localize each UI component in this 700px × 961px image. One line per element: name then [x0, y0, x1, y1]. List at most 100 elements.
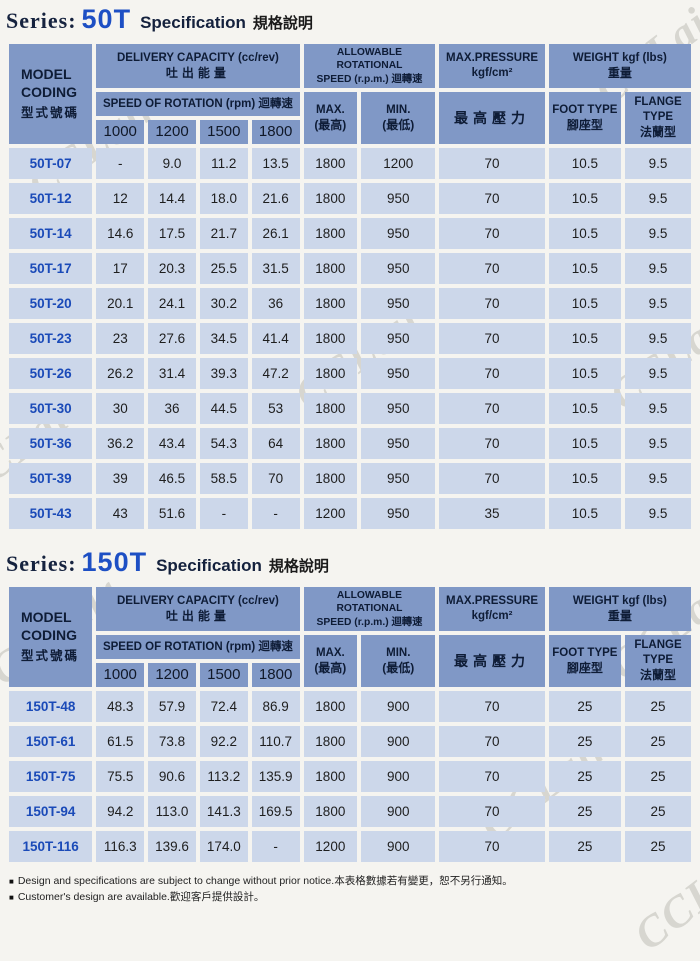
header-speed-1000: 1000	[96, 120, 145, 144]
header-max-pressure-zh: 最高壓力	[439, 635, 545, 687]
header-flange-type: FLANGE TYPE 法蘭型	[625, 92, 691, 144]
value-cell: 44.5	[199, 393, 248, 424]
header-allowable-speed: ALLOWABLE ROTATIONAL SPEED (r.p.m.) 迴轉速	[303, 587, 436, 631]
series-code-50t: 50T	[81, 4, 132, 34]
header-max-zh: (最高)	[314, 660, 347, 675]
value-cell: 9.0	[148, 148, 196, 179]
value-cell: -	[96, 148, 145, 179]
header-max: MAX. (最高)	[303, 635, 358, 687]
header-flange-zh: 法蘭型	[640, 125, 677, 140]
specification-label-zh: 規格說明	[252, 15, 313, 32]
value-cell: 26.1	[251, 218, 300, 249]
value-cell: 70	[439, 726, 545, 757]
value-cell: 141.3	[199, 796, 248, 827]
spec-row: 50T-14 14.6 17.5 21.7 26.1 1800 950 70 10.5 9.5	[9, 218, 691, 249]
value-cell: 86.9	[251, 691, 300, 722]
value-cell: 10.5	[548, 218, 622, 249]
value-cell: 70	[439, 691, 545, 722]
value-cell: 11.2	[199, 148, 248, 179]
series-150t-section: Series: 150T Specification 規格說明 MODEL CO…	[5, 549, 695, 866]
spec-table-150t: MODEL CODING 型式號碼 DELIVERY CAPACITY (cc/…	[5, 583, 695, 866]
value-cell: 900	[361, 726, 436, 757]
header-max-zh: (最高)	[314, 117, 347, 132]
value-cell: 1800	[303, 183, 358, 214]
header-weight: WEIGHT kgf (lbs) 重量	[548, 44, 691, 88]
value-cell: 10.5	[548, 288, 622, 319]
model-code-cell: 150T-116	[9, 831, 93, 862]
value-cell: 70	[439, 796, 545, 827]
spec-row: 50T-39 39 46.5 58.5 70 1800 950 70 10.5 9.5	[9, 463, 691, 494]
value-cell: 39	[96, 463, 145, 494]
value-cell: 1800	[303, 288, 358, 319]
model-code-cell: 50T-17	[9, 253, 93, 284]
value-cell: 30.2	[199, 288, 248, 319]
value-cell: 70	[439, 148, 545, 179]
header-model-line2: CODING	[21, 626, 77, 643]
value-cell: 1800	[303, 463, 358, 494]
value-cell: 135.9	[251, 761, 300, 792]
value-cell: 10.5	[548, 463, 622, 494]
header-foot-en: FOOT TYPE	[552, 646, 618, 659]
value-cell: 9.5	[625, 428, 691, 459]
value-cell: 31.4	[148, 358, 196, 389]
model-code-cell: 50T-12	[9, 183, 93, 214]
value-cell: 70	[439, 393, 545, 424]
spec-table-50t: MODEL CODING 型式號碼 DELIVERY CAPACITY (cc/…	[5, 40, 695, 533]
header-model-zh: 型式號碼	[21, 649, 80, 664]
spec-table-150t-header: MODEL CODING 型式號碼 DELIVERY CAPACITY (cc/…	[9, 587, 691, 687]
spec-row: 50T-07-9.0 11.2 13.5 1800 1200 70 10.5 9.5	[9, 148, 691, 179]
header-speed-of-rotation: SPEED OF ROTATION (rpm) 迴轉速	[96, 635, 300, 659]
value-cell: 73.8	[148, 726, 196, 757]
value-cell: 950	[361, 393, 436, 424]
value-cell: 25	[625, 761, 691, 792]
value-cell: 70	[439, 358, 545, 389]
header-model-zh: 型式號碼	[21, 106, 80, 121]
model-code-cell: 50T-30	[9, 393, 93, 424]
value-cell: 900	[361, 691, 436, 722]
spec-row: 150T-94 94.2 113.0 141.3 169.5 1800 900 70 25 25	[9, 796, 691, 827]
value-cell: 70	[251, 463, 300, 494]
header-model-line1: MODEL	[21, 609, 72, 626]
value-cell: 70	[439, 463, 545, 494]
value-cell: 54.3	[199, 428, 248, 459]
header-speed-1200: 1200	[148, 120, 196, 144]
header-allowable-line2: SPEED (r.p.m.) 迴轉速	[316, 73, 423, 85]
value-cell: 110.7	[251, 726, 300, 757]
header-min-en: MIN.	[386, 103, 411, 116]
value-cell: 36	[251, 288, 300, 319]
value-cell: 90.6	[148, 761, 196, 792]
header-pressure-en: MAX.PRESSURE	[446, 595, 539, 608]
value-cell: 17.5	[148, 218, 196, 249]
value-cell: 70	[439, 253, 545, 284]
value-cell: 36	[148, 393, 196, 424]
series-label: Series:	[6, 551, 77, 576]
header-allowable-line1: ALLOWABLE ROTATIONAL	[336, 589, 403, 615]
value-cell: 25	[625, 726, 691, 757]
value-cell: 70	[439, 218, 545, 249]
value-cell: 43.4	[148, 428, 196, 459]
header-foot-zh: 腳座型	[566, 117, 603, 132]
model-code-cell: 50T-39	[9, 463, 93, 494]
footnotes: ■ Design and specifications are subject …	[9, 874, 695, 906]
model-code-cell: 50T-26	[9, 358, 93, 389]
value-cell: 70	[439, 831, 545, 862]
header-speed-1800: 1800	[251, 120, 300, 144]
value-cell: 1800	[303, 253, 358, 284]
value-cell: -	[251, 498, 300, 529]
value-cell: 21.7	[199, 218, 248, 249]
header-pressure-unit: kgf/cm²	[471, 610, 513, 622]
header-delivery-zh: 吐出能量	[165, 65, 230, 80]
value-cell: 12	[96, 183, 145, 214]
header-allowable-line1: ALLOWABLE ROTATIONAL	[336, 46, 403, 72]
header-speed-1500: 1500	[199, 120, 248, 144]
value-cell: 116.3	[96, 831, 145, 862]
value-cell: 51.6	[148, 498, 196, 529]
footnote-design-change: ■ Design and specifications are subject …	[9, 874, 695, 890]
value-cell: 950	[361, 428, 436, 459]
spec-row: 50T-43 43 51.6- -1200 950 35 10.5 9.5	[9, 498, 691, 529]
value-cell: 1800	[303, 323, 358, 354]
bullet-square-icon: ■	[9, 877, 14, 886]
header-foot-type: FOOT TYPE 腳座型	[548, 635, 622, 687]
value-cell: 30	[96, 393, 145, 424]
header-speed-1000: 1000	[96, 663, 145, 687]
